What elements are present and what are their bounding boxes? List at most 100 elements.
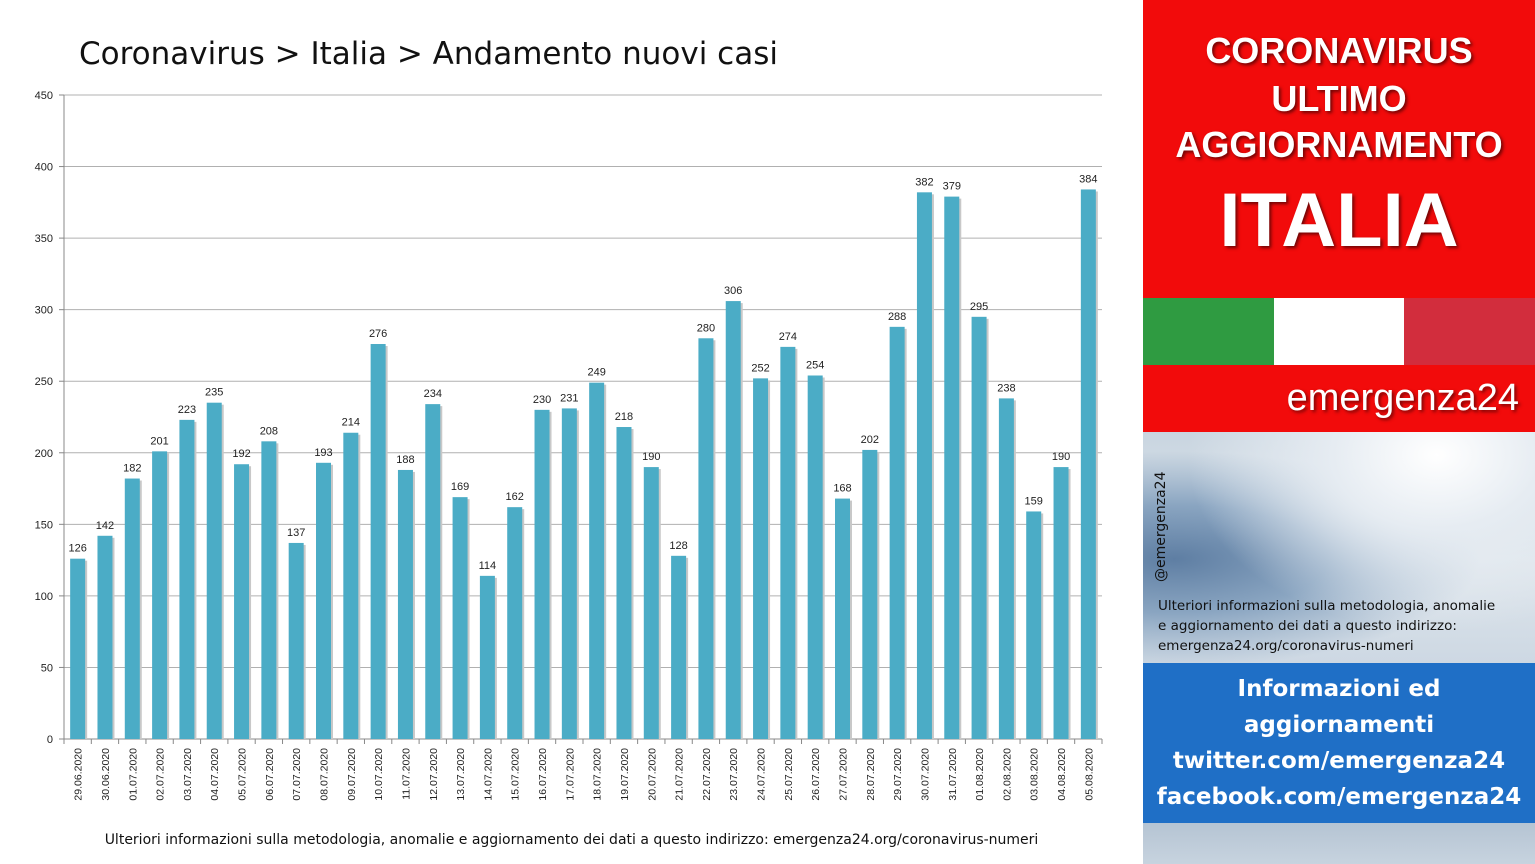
bar — [616, 427, 632, 739]
data-label: 382 — [915, 176, 933, 188]
x-tick-label: 05.08.2020 — [1083, 748, 1095, 801]
x-tick-label: 19.07.2020 — [619, 748, 631, 801]
data-label: 192 — [232, 448, 250, 460]
bar — [944, 196, 960, 739]
data-label: 142 — [96, 520, 114, 532]
data-label: 280 — [697, 322, 715, 334]
bar — [971, 316, 987, 739]
italian-flag — [1143, 298, 1535, 365]
x-tick-label: 24.07.2020 — [756, 748, 768, 801]
data-label: 168 — [833, 483, 851, 495]
x-tick-label: 02.07.2020 — [155, 748, 167, 801]
info-line-1: Informazioni ed — [1237, 676, 1441, 702]
data-label: 235 — [205, 387, 223, 399]
data-label: 218 — [615, 411, 633, 423]
bar — [452, 497, 468, 739]
x-tick-label: 06.07.2020 — [264, 748, 276, 801]
x-tick-label: 11.07.2020 — [400, 748, 412, 800]
twitter-link[interactable]: twitter.com/emergenza24 — [1172, 748, 1506, 774]
sidebar-note-line: e aggiornamento dei dati a questo indiri… — [1158, 618, 1457, 634]
info-panel: Informazioni ed aggiornamenti twitter.co… — [1143, 663, 1535, 823]
bar — [998, 398, 1014, 739]
flag-red-stripe — [1404, 298, 1535, 365]
bar — [206, 402, 222, 739]
x-tick-label: 23.07.2020 — [728, 748, 740, 801]
data-label: 193 — [314, 447, 332, 459]
x-tick-label: 01.07.2020 — [127, 748, 139, 801]
facebook-link[interactable]: facebook.com/emergenza24 — [1156, 784, 1522, 810]
x-tick-label: 16.07.2020 — [537, 748, 549, 801]
bar — [916, 192, 932, 739]
bar — [288, 542, 304, 739]
x-tick-label: 09.07.2020 — [346, 748, 358, 801]
data-label: 252 — [751, 362, 769, 374]
x-tick-label: 15.07.2020 — [510, 748, 522, 801]
x-tick-label: 20.07.2020 — [646, 748, 658, 801]
x-tick-label: 25.07.2020 — [783, 748, 795, 801]
data-label: 162 — [506, 491, 524, 503]
flag-green-stripe — [1143, 298, 1274, 365]
flag-white-stripe — [1273, 298, 1405, 365]
background-photo — [1143, 432, 1535, 663]
bar — [397, 469, 413, 739]
x-tick-label: 03.08.2020 — [1029, 748, 1041, 801]
bar — [589, 382, 605, 739]
y-tick-label: 100 — [35, 591, 53, 603]
brand-name: emergenza24 — [1286, 377, 1519, 419]
data-label: 208 — [260, 425, 278, 437]
data-label: 159 — [1025, 495, 1043, 507]
sidebar-note-link[interactable]: emergenza24.org/coronavirus-numeri — [1158, 638, 1414, 654]
bar — [507, 507, 523, 739]
y-tick-label: 50 — [41, 662, 53, 674]
bar — [425, 404, 441, 739]
bar — [807, 375, 823, 739]
x-tick-label: 01.08.2020 — [974, 748, 986, 801]
x-tick-label: 31.07.2020 — [947, 748, 959, 801]
background-photo-bottom — [1143, 823, 1535, 864]
bar — [643, 467, 659, 739]
data-label: 201 — [150, 435, 168, 447]
x-tick-label: 26.07.2020 — [810, 748, 822, 801]
x-tick-label: 07.07.2020 — [291, 748, 303, 801]
bar — [261, 441, 277, 739]
bar — [561, 408, 577, 739]
info-line-2: aggiornamenti — [1243, 712, 1435, 738]
bar — [234, 464, 250, 739]
x-tick-label: 30.06.2020 — [100, 748, 112, 801]
data-label: 234 — [424, 388, 442, 400]
data-label: 276 — [369, 328, 387, 340]
data-label: 114 — [479, 560, 497, 572]
x-tick-label: 29.07.2020 — [892, 748, 904, 801]
y-tick-label: 400 — [35, 162, 53, 174]
x-tick-label: 05.07.2020 — [237, 748, 249, 801]
data-label: 306 — [724, 285, 742, 297]
data-label: 249 — [587, 367, 605, 379]
bar — [780, 346, 796, 739]
data-label: 295 — [970, 301, 988, 313]
x-tick-label: 13.07.2020 — [455, 748, 467, 801]
x-tick-label: 02.08.2020 — [1001, 748, 1013, 801]
x-tick-label: 29.06.2020 — [73, 748, 85, 801]
headline-panel: CORONAVIRUS ULTIMO AGGIORNAMENTO ITALIA — [1143, 0, 1535, 298]
headline-line-2: ULTIMO — [1271, 78, 1407, 119]
y-tick-label: 250 — [35, 376, 53, 388]
bar-chart: 0 50 100 150 200 250 300 350 400 450 126 29.06.2020… — [35, 90, 1103, 801]
x-tick-label: 10.07.2020 — [373, 748, 385, 801]
data-label: 238 — [997, 382, 1015, 394]
data-label: 182 — [123, 463, 141, 475]
bar — [671, 555, 687, 739]
bar — [534, 409, 550, 739]
bar — [343, 432, 359, 739]
methodology-note: Ulteriori informazioni sulla metodologia… — [104, 832, 1039, 848]
data-label: 230 — [533, 394, 551, 406]
data-label: 190 — [1052, 451, 1070, 463]
bar — [1080, 189, 1096, 739]
sidebar: CORONAVIRUS ULTIMO AGGIORNAMENTO ITALIA … — [1143, 0, 1535, 864]
data-label: 126 — [68, 543, 86, 555]
y-tick-label: 350 — [35, 233, 53, 245]
data-label: 274 — [779, 331, 797, 343]
bar — [753, 378, 769, 739]
x-tick-label: 17.07.2020 — [564, 748, 576, 801]
x-tick-label: 18.07.2020 — [592, 748, 604, 801]
x-tick-label: 14.07.2020 — [482, 748, 494, 801]
